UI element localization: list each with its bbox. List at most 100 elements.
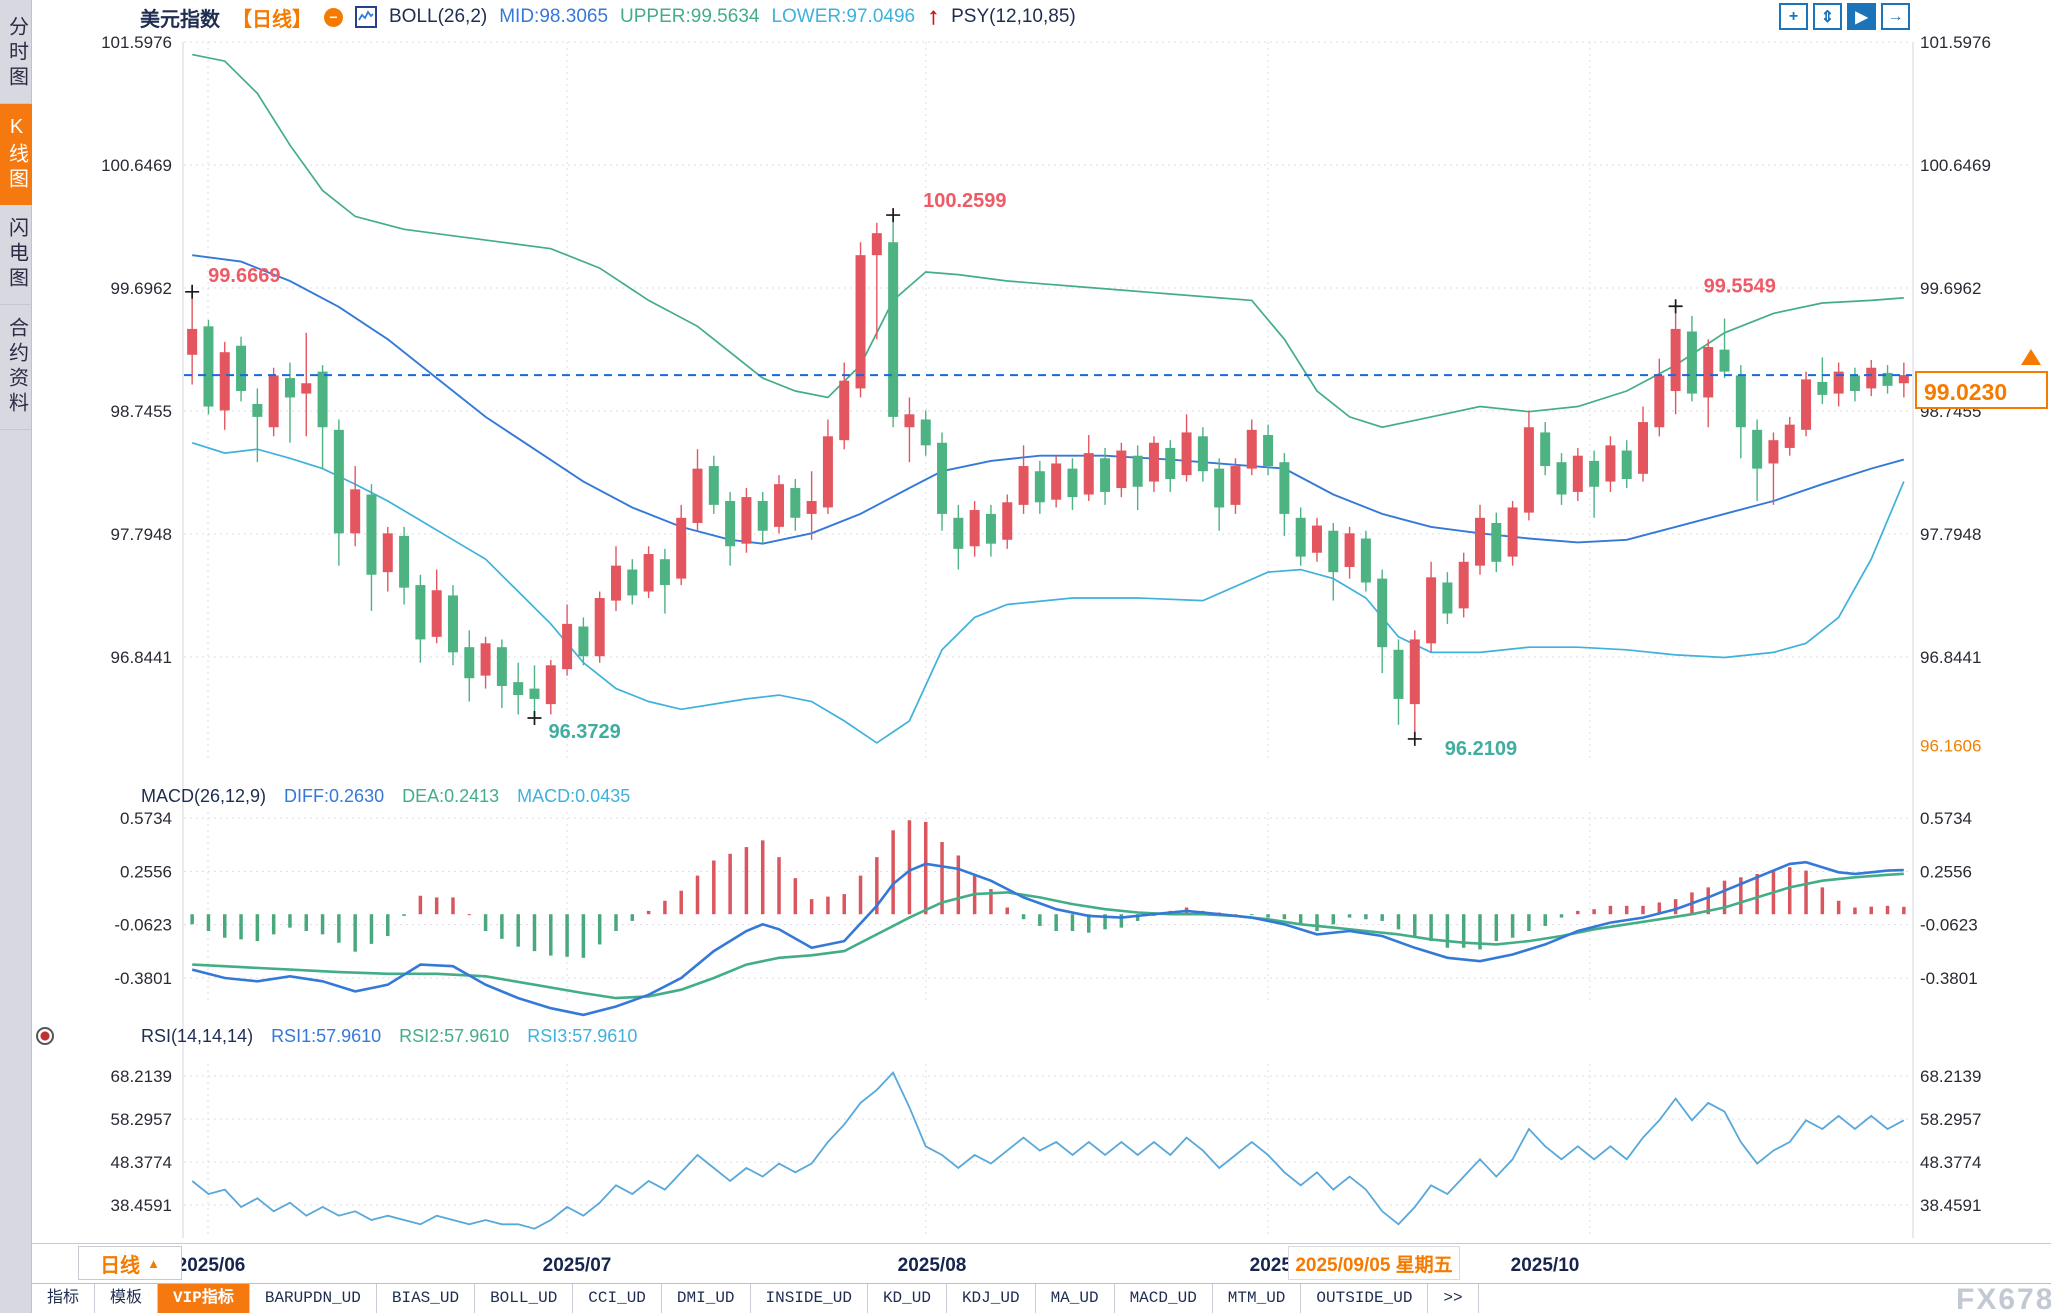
svg-text:99.0230: 99.0230 [1924, 379, 2007, 405]
period-selector[interactable]: 日线 ▲ [78, 1246, 182, 1280]
pane-borders [32, 42, 2051, 1244]
indicator-tab-bar: 指标 模板 VIP指标 BARUPDN_UD BIAS_UD BOLL_UD CCI_UD D… [32, 1283, 2051, 1313]
svg-text:96.2109: 96.2109 [1445, 738, 1517, 760]
rsi2-value: RSI2:57.9610 [399, 1026, 510, 1046]
period-tag[interactable]: 【日线】 [232, 8, 312, 31]
boll-mid-value: MID:98.3065 [499, 6, 609, 27]
svg-text:98.7455: 98.7455 [111, 402, 172, 421]
svg-text:97.7948: 97.7948 [1920, 525, 1981, 544]
crosshair-extreme-marker [527, 710, 542, 725]
sidebar-item-合约资料[interactable]: 合约资料 [0, 305, 32, 430]
x-axis-month-label: 2025/07 [543, 1255, 612, 1276]
tab-指标[interactable]: 指标 [32, 1284, 96, 1313]
svg-text:100.2599: 100.2599 [923, 190, 1006, 212]
svg-text:101.5976: 101.5976 [101, 33, 172, 52]
svg-text:99.6962: 99.6962 [1920, 279, 1981, 298]
svg-text:0.2556: 0.2556 [1920, 862, 1972, 881]
symbol-name: 美元指数 [140, 8, 220, 31]
svg-text:38.4591: 38.4591 [111, 1196, 172, 1215]
tab-VIP指标[interactable]: VIP指标 [158, 1284, 250, 1313]
tab-BIAS_UD[interactable]: BIAS_UD [377, 1284, 476, 1313]
crosshair-extreme-marker [886, 208, 901, 223]
svg-text:38.4591: 38.4591 [1920, 1196, 1981, 1215]
rsi-layer [191, 1071, 1905, 1230]
tab-KDJ_UD[interactable]: KDJ_UD [947, 1284, 1036, 1313]
sidebar-item-闪电图[interactable]: 闪电图 [0, 205, 32, 305]
crosshair-extreme-marker [1407, 731, 1422, 746]
svg-text:101.5976: 101.5976 [1920, 33, 1991, 52]
svg-text:96.8441: 96.8441 [1920, 648, 1981, 667]
annotations-layer: 99.6669 100.2599 99.5549 96.3729 96.2109 [185, 190, 1776, 760]
svg-text:100.6469: 100.6469 [101, 156, 172, 175]
boll-lower-line [191, 441, 1905, 744]
sidebar-item-分时图[interactable]: 分时图 [0, 4, 32, 104]
arrow-up-icon: ↑ [927, 3, 940, 30]
triangle-up-icon: ▲ [147, 1255, 160, 1271]
boll-label: BOLL(26,2) [389, 6, 488, 27]
chart-toolbar-icons: + ⇕ ▶ → [1779, 3, 1910, 30]
svg-text:0.2556: 0.2556 [120, 862, 172, 881]
watermark: FX678 [1956, 1283, 2051, 1313]
svg-text:96.3729: 96.3729 [548, 721, 620, 743]
rsi-header: RSI(14,14,14) RSI1:57.9610 RSI2:57.9610 … [141, 1026, 637, 1047]
tab->>[interactable]: >> [1428, 1284, 1479, 1313]
macd-title: MACD(26,12,9) [141, 786, 267, 806]
boll-upper-value: UPPER:99.5634 [620, 6, 760, 27]
tab-模板[interactable]: 模板 [95, 1284, 159, 1313]
svg-text:99.6669: 99.6669 [208, 265, 280, 287]
svg-text:0.5734: 0.5734 [120, 809, 172, 828]
tab-MACD_UD[interactable]: MACD_UD [1115, 1284, 1213, 1313]
period-selector-label: 日线 [100, 1254, 141, 1277]
playback-icon[interactable]: ▶ [1847, 3, 1876, 30]
x-axis-month-label: 2025/06 [177, 1255, 246, 1276]
svg-text:0.5734: 0.5734 [1920, 809, 1972, 828]
svg-text:100.6469: 100.6469 [1920, 156, 1991, 175]
macd-dea-line [192, 872, 1904, 1000]
circle-minus-icon[interactable]: − [324, 7, 343, 27]
kline-indicator-icon[interactable] [355, 6, 377, 28]
rsi1-value: RSI1:57.9610 [271, 1026, 382, 1046]
rsi-title: RSI(14,14,14) [141, 1026, 254, 1046]
crosshair-extreme-marker [185, 284, 200, 299]
indicator-settings-icon[interactable] [36, 1027, 54, 1045]
boll-lower-value: LOWER:97.0496 [771, 6, 916, 27]
tab-CCI_UD[interactable]: CCI_UD [573, 1284, 662, 1313]
rsi-line [191, 1071, 1905, 1230]
svg-text:58.2957: 58.2957 [1920, 1110, 1981, 1129]
svg-text:-0.0623: -0.0623 [1920, 916, 1978, 935]
sidebar-item-K线图[interactable]: K线图 [0, 104, 32, 205]
svg-text:-0.3801: -0.3801 [114, 969, 172, 988]
macd-header: MACD(26,12,9) DIFF:0.2630 DEA:0.2413 MAC… [141, 786, 630, 807]
macd-hist-value: MACD:0.0435 [517, 786, 631, 806]
tab-OUTSIDE_UD[interactable]: OUTSIDE_UD [1301, 1284, 1429, 1313]
tab-INSIDE_UD[interactable]: INSIDE_UD [751, 1284, 868, 1313]
svg-text:99.5549: 99.5549 [1704, 275, 1776, 297]
boll-upper-line [192, 53, 1904, 429]
svg-text:68.2139: 68.2139 [111, 1067, 172, 1086]
chart-header: 美元指数 【日线】 − BOLL(26,2) MID:98.3065 UPPER… [140, 2, 1076, 32]
crosshair-date-label: 2025/09/05 星期五 [1288, 1246, 1460, 1280]
macd-diff-line [191, 860, 1904, 1017]
svg-text:99.6962: 99.6962 [111, 279, 172, 298]
bollinger-bands [191, 53, 1905, 744]
tab-MTM_UD[interactable]: MTM_UD [1213, 1284, 1302, 1313]
svg-text:48.3774: 48.3774 [111, 1153, 172, 1172]
macd-dea-value: DEA:0.2413 [402, 786, 500, 806]
tab-MA_UD[interactable]: MA_UD [1036, 1284, 1115, 1313]
tab-KD_UD[interactable]: KD_UD [868, 1284, 947, 1313]
tab-BARUPDN_UD[interactable]: BARUPDN_UD [250, 1284, 377, 1313]
svg-text:58.2957: 58.2957 [111, 1110, 172, 1129]
crosshair-icon[interactable]: + [1779, 3, 1808, 30]
svg-text:48.3774: 48.3774 [1920, 1153, 1981, 1172]
macd-layer [190, 820, 1906, 1017]
candles-layer [187, 215, 1909, 739]
tab-BOLL_UD[interactable]: BOLL_UD [475, 1284, 574, 1313]
axis-scale-icon[interactable]: ⇕ [1813, 3, 1842, 30]
rsi3-value: RSI3:57.9610 [527, 1026, 638, 1046]
psy-label: PSY(12,10,85) [951, 6, 1076, 27]
tab-DMI_UD[interactable]: DMI_UD [662, 1284, 751, 1313]
x-axis-month-label: 2025/10 [1511, 1255, 1580, 1276]
collapse-right-icon[interactable]: → [1881, 3, 1910, 30]
